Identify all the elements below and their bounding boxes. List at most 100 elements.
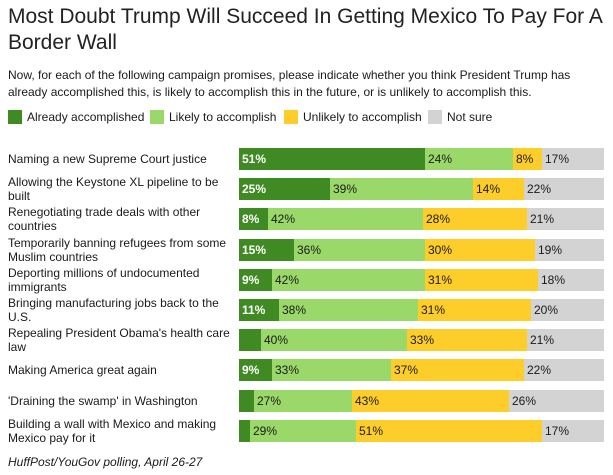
bar-segment-not-sure: 21%	[527, 329, 604, 351]
data-label: 24%	[428, 152, 453, 166]
data-label: 43%	[355, 394, 380, 408]
bar-segment-unlikely: 31%	[425, 269, 538, 291]
bar-segment-not-sure: 21%	[527, 208, 604, 230]
chart-row: Renegotiating trade deals with other cou…	[0, 205, 613, 238]
category-label: Bringing manufacturing jobs back to the …	[8, 296, 219, 324]
chart-row: Bringing manufacturing jobs back to the …	[0, 296, 613, 329]
bar-segment-already: 9%	[239, 269, 272, 291]
bar-segment-not-sure: 17%	[542, 148, 604, 170]
data-label: 42%	[275, 273, 300, 287]
category-label: Naming a new Supreme Court justice	[8, 152, 207, 166]
chart-row: 'Draining the swamp' in Washington 27% 43%…	[0, 390, 613, 420]
data-label: 22%	[527, 363, 552, 377]
bar-segment-unlikely: 30%	[425, 239, 535, 261]
data-label: 22%	[527, 182, 552, 196]
bar-segment-already: 25%	[239, 178, 330, 200]
stacked-bar: 25% 39% 14% 22%	[239, 178, 604, 200]
bar-segment-already: 51%	[239, 148, 425, 170]
stacked-bar: 27% 43% 26%	[239, 390, 604, 412]
category-label: Allowing the Keystone XL pipeline to be …	[8, 175, 219, 203]
data-label: 29%	[253, 424, 278, 438]
category-label: Renegotiating trade deals with other cou…	[8, 205, 201, 233]
chart-row: Making America great again 9% 33% 37% 22%	[0, 359, 613, 389]
bar-segment-unlikely: 37%	[391, 359, 524, 381]
stacked-bar: 15% 36% 30% 19%	[239, 239, 604, 261]
legend-swatch	[150, 110, 164, 124]
legend-label: Likely to accomplish	[169, 110, 277, 124]
stacked-bar: 29% 51% 17%	[239, 420, 604, 442]
data-label: 51%	[359, 424, 384, 438]
bar-segment-likely: 33%	[272, 359, 391, 381]
stacked-bar: 11% 38% 31% 20%	[239, 299, 604, 321]
data-label: 38%	[282, 303, 307, 317]
bar-segment-unlikely: 14%	[473, 178, 524, 200]
bar-segment-already	[239, 329, 261, 351]
data-label: 17%	[545, 152, 570, 166]
bar-segment-already: 15%	[239, 239, 294, 261]
legend-swatch	[284, 110, 298, 124]
data-label: 15%	[242, 243, 267, 257]
data-label: 37%	[394, 363, 419, 377]
data-label: 31%	[428, 273, 453, 287]
chart-subtitle: Now, for each of the following campaign …	[8, 68, 571, 99]
bar-segment-likely: 39%	[330, 178, 473, 200]
chart-row: Naming a new Supreme Court justice 51% 24%…	[0, 148, 613, 178]
bar-segment-already: 8%	[239, 208, 268, 230]
bar-segment-already: 9%	[239, 359, 272, 381]
legend-label: Already accomplished	[27, 110, 145, 124]
category-label: Deporting millions of undocumented immig…	[8, 266, 200, 294]
bar-segment-not-sure: 19%	[535, 239, 604, 261]
data-label: 21%	[530, 333, 555, 347]
category-label: Repealing President Obama's health care …	[8, 326, 230, 354]
data-label: 39%	[333, 182, 358, 196]
category-label: Building a wall with Mexico and making M…	[8, 417, 217, 445]
data-label: 27%	[257, 394, 282, 408]
data-label: 51%	[242, 152, 267, 166]
chart-title: Most Doubt Trump Will Succeed In Getting…	[8, 5, 602, 54]
bar-segment-not-sure: 22%	[524, 359, 604, 381]
bar-segment-already: 11%	[239, 299, 279, 321]
legend-swatch	[428, 110, 442, 124]
data-label: 18%	[541, 273, 566, 287]
data-label: 26%	[512, 394, 537, 408]
legend-label: Unlikely to accomplish	[303, 110, 422, 124]
chart-row: Repealing President Obama's health care …	[0, 326, 613, 359]
bar-segment-unlikely: 33%	[407, 329, 527, 351]
chart-row: Building a wall with Mexico and making M…	[0, 417, 613, 450]
bar-segment-already	[239, 420, 250, 442]
stacked-bar: 8% 42% 28% 21%	[239, 208, 604, 230]
chart-row: Temporarily banning refugees from some M…	[0, 236, 613, 269]
category-label: Making America great again	[8, 363, 157, 377]
bar-segment-not-sure: 22%	[524, 178, 604, 200]
bar-segment-likely: 40%	[261, 329, 407, 351]
bar-segment-likely: 36%	[294, 239, 425, 261]
data-label: 11%	[242, 303, 266, 317]
data-label: 40%	[264, 333, 289, 347]
source-note: HuffPost/YouGov polling, April 26-27	[8, 455, 203, 469]
bar-segment-likely: 24%	[425, 148, 513, 170]
data-label: 33%	[410, 333, 435, 347]
data-label: 8%	[242, 212, 260, 226]
data-label: 9%	[242, 273, 260, 287]
stacked-bar: 9% 33% 37% 22%	[239, 359, 604, 381]
bar-segment-not-sure: 18%	[538, 269, 604, 291]
bar-segment-unlikely: 8%	[513, 148, 542, 170]
bar-segment-likely: 38%	[279, 299, 418, 321]
data-label: 14%	[476, 182, 501, 196]
bar-segment-likely: 27%	[254, 390, 352, 412]
data-label: 17%	[545, 424, 570, 438]
bar-segment-likely: 42%	[268, 208, 423, 230]
stacked-bar: 40% 33% 21%	[239, 329, 604, 351]
bar-segment-likely: 42%	[272, 269, 425, 291]
data-label: 9%	[242, 363, 260, 377]
category-label: Temporarily banning refugees from some M…	[8, 236, 227, 264]
stacked-bar: 51% 24% 8% 17%	[239, 148, 604, 170]
data-label: 25%	[242, 182, 267, 196]
bar-segment-unlikely: 43%	[352, 390, 509, 412]
bar-segment-likely: 29%	[250, 420, 356, 442]
data-label: 36%	[297, 243, 322, 257]
bar-segment-unlikely: 51%	[356, 420, 542, 442]
chart-row: Allowing the Keystone XL pipeline to be …	[0, 175, 613, 208]
stacked-bar: 9% 42% 31% 18%	[239, 269, 604, 291]
data-label: 30%	[428, 243, 453, 257]
